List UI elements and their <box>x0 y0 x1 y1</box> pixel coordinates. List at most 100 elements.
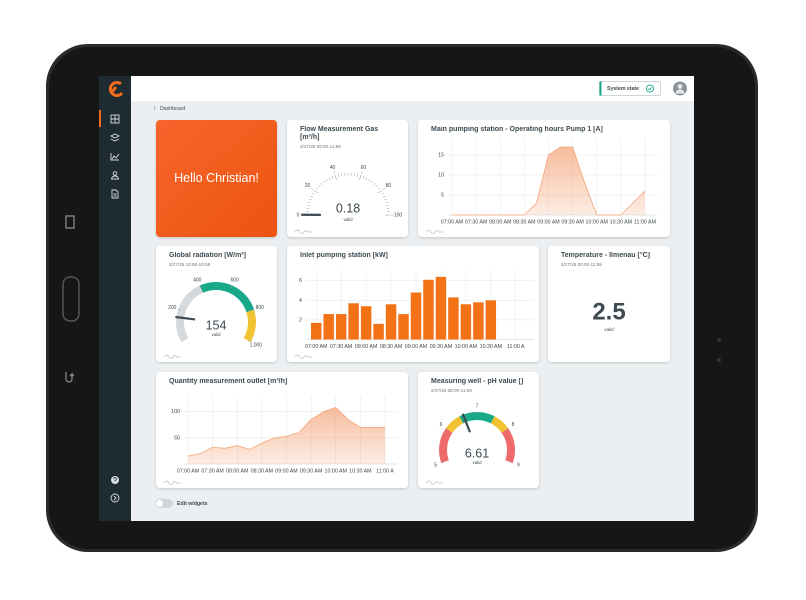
y-tick-label: 15 <box>438 152 444 158</box>
logo[interactable] <box>108 81 124 97</box>
gauge-scale <box>377 187 381 190</box>
gauge-tick-label: 60 <box>361 165 367 171</box>
gauge-scale <box>309 198 312 201</box>
avatar-body <box>675 89 685 94</box>
sensor <box>717 338 721 342</box>
x-tick-label: 10:00 AM <box>325 468 347 474</box>
widget-header: Inlet pumping station [kW] <box>300 252 388 259</box>
edit-widgets-toggle[interactable]: Edit widgets <box>155 499 208 508</box>
toggle-label: Edit widgets <box>177 501 208 507</box>
widget-header: Main pumping station - Operating hours P… <box>431 126 603 133</box>
x-tick-label: 07:00 AM <box>441 219 463 225</box>
greeting-card <box>156 120 277 237</box>
gauge-status: valid <box>211 332 221 337</box>
expand-icon[interactable] <box>110 493 120 503</box>
x-tick-label: 10:30 AM <box>349 468 371 474</box>
sparkline-icon <box>425 229 443 234</box>
bar <box>323 314 334 340</box>
gauge-tick <box>505 427 509 431</box>
widget-title: Main pumping station - Operating hours P… <box>431 126 603 133</box>
bar <box>385 304 397 340</box>
help-icon[interactable] <box>111 476 119 484</box>
gauge-tick-label: 40 <box>330 165 336 171</box>
widget-header: Quantity measurement outlet [m³/h] <box>169 378 287 385</box>
dashboard-icon[interactable] <box>110 114 120 124</box>
x-tick-label: 11:00 AM <box>634 219 656 225</box>
bar <box>335 314 347 340</box>
help-glyph <box>113 477 117 482</box>
x-tick-label: 09:00 AM <box>275 468 297 474</box>
toggle-knob <box>156 500 163 507</box>
bar <box>435 276 447 340</box>
gauge-band <box>445 416 464 433</box>
widget-card <box>548 246 670 362</box>
camera <box>717 358 721 362</box>
x-tick-label: 09:00 AM <box>537 219 559 225</box>
widget-title: Inlet pumping station [kW] <box>300 252 388 259</box>
widget-header: Flow Measurement Gas [m³/h] 2/27/25 08:00… <box>300 126 378 149</box>
bar <box>423 279 434 340</box>
chart-icon[interactable] <box>110 153 120 161</box>
gauge-scale <box>320 182 323 186</box>
bar <box>410 292 422 340</box>
home-button[interactable] <box>62 276 80 322</box>
x-tick-label: 08:30 AM <box>251 468 273 474</box>
x-tick-label: 09:30 AM <box>561 219 583 225</box>
bar <box>348 303 359 340</box>
widget-header: Measuring well - pH value [] 2/27/25 08:0… <box>431 378 523 393</box>
x-tick-label: 08:00 AM <box>489 219 511 225</box>
gauge-scale <box>377 190 383 194</box>
back-icon[interactable] <box>65 372 75 383</box>
system-state-button[interactable]: System state <box>599 81 661 96</box>
gauge-band <box>501 428 515 463</box>
x-tick-label: 10:00 AM <box>455 344 477 350</box>
kpi-value: 2.5 <box>592 298 625 325</box>
x-tick-label: 07:30 AM <box>201 468 223 474</box>
bar <box>360 306 372 340</box>
x-tick-label: 07:00 AM <box>305 344 327 350</box>
gauge-scale <box>373 182 376 186</box>
gauge-tick-label: 20 <box>305 183 311 189</box>
button-accent <box>599 81 602 96</box>
gauge-scale <box>328 177 331 180</box>
gauge-scale <box>362 176 365 179</box>
gauge-scale <box>356 174 359 177</box>
sparkline-icon <box>163 354 181 359</box>
document-icon[interactable] <box>111 189 119 199</box>
sparkline-icon <box>294 354 312 359</box>
gauge-value: 6.61 <box>465 446 489 460</box>
x-tick-label: 07:00 AM <box>177 468 199 474</box>
gauge-tick-label: 1,000 <box>250 342 263 348</box>
breadcrumb: Dashboard <box>160 106 185 112</box>
logo-mark <box>110 86 118 93</box>
x-tick-label: 11:00 A <box>507 344 525 350</box>
avatar[interactable] <box>673 81 687 96</box>
gauge-scale <box>307 204 310 207</box>
gauge-tick <box>441 461 445 464</box>
gauge-tick-label: 800 <box>256 305 265 311</box>
bar <box>485 300 497 340</box>
user-icon[interactable] <box>111 171 119 180</box>
layers-icon[interactable] <box>109 133 121 142</box>
widget-card <box>287 120 408 237</box>
gauge-tick-label: 100 <box>394 212 403 218</box>
widget-title: Global radiation [W/m²] <box>169 252 246 259</box>
gauge-tick <box>509 461 513 464</box>
y-tick-label: 6 <box>299 278 302 284</box>
sparkline-icon <box>163 480 181 485</box>
widget-date: 2/27/25 08:00-11:59 <box>431 388 472 393</box>
gauge-needle <box>175 316 196 321</box>
gauge-scale <box>318 185 321 188</box>
greeting-text: Hello Christian! <box>174 171 259 185</box>
recent-apps-icon[interactable] <box>65 215 75 229</box>
bar <box>448 297 459 340</box>
gauge-scale <box>312 192 315 195</box>
widget-header: Temperature - Ilmenau [°C] 2/27/25 00:00-… <box>561 252 650 267</box>
bar <box>373 323 384 340</box>
x-tick-label: 09:30 AM <box>300 468 322 474</box>
gauge-scale <box>365 177 368 180</box>
gauge-value: 0.18 <box>336 201 360 215</box>
gauge-tick <box>177 309 181 311</box>
x-tick-label: 10:00 AM <box>586 219 608 225</box>
x-tick-label: 08:30 AM <box>380 344 402 350</box>
